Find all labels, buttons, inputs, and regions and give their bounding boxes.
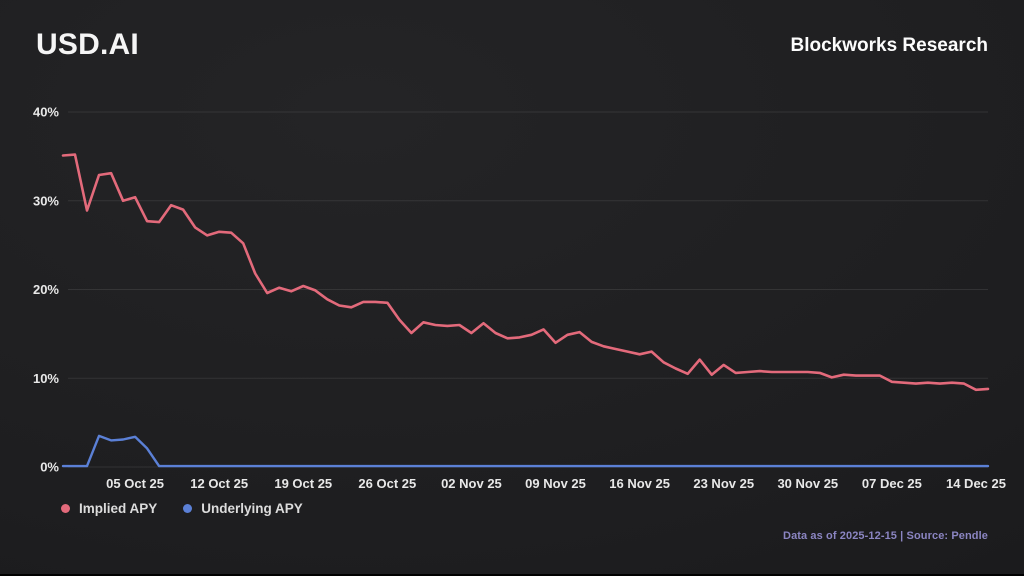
x-axis-tick-30-Nov-25: 30 Nov 25 <box>777 476 838 491</box>
page-title: USD.AI <box>36 28 139 61</box>
x-axis-tick-23-Nov-25: 23 Nov 25 <box>693 476 754 491</box>
x-axis-tick-09-Nov-25: 09 Nov 25 <box>525 476 586 491</box>
underlying-apy-line <box>61 434 990 468</box>
x-axis-tick-07-Dec-25: 07 Dec 25 <box>862 476 922 491</box>
x-axis-tick-05-Oct-25: 05 Oct 25 <box>106 476 164 491</box>
header: USD.AI Blockworks Research <box>0 0 1024 70</box>
y-axis-tick-20%: 20% <box>33 282 59 297</box>
underlying-apy-dot-icon <box>183 504 193 513</box>
y-axis-tick-30%: 30% <box>33 193 59 208</box>
chart-legend: Implied APY Underlying APY <box>61 501 303 516</box>
x-axis-tick-16-Nov-25: 16 Nov 25 <box>609 476 670 491</box>
data-source-note: Data as of 2025-12-15 | Source: Pendle <box>783 530 988 542</box>
implied-apy-line <box>61 153 990 392</box>
legend-label-implied-apy: Implied APY <box>79 501 158 516</box>
y-axis-tick-0%: 0% <box>40 460 59 475</box>
y-axis-tick-10%: 10% <box>33 371 59 386</box>
legend-item-underlying-apy: Underlying APY <box>183 501 303 516</box>
x-axis-tick-02-Nov-25: 02 Nov 25 <box>441 476 502 491</box>
y-axis-tick-40%: 40% <box>33 105 59 120</box>
x-axis-tick-12-Oct-25: 12 Oct 25 <box>190 476 248 491</box>
x-axis-tick-26-Oct-25: 26 Oct 25 <box>358 476 416 491</box>
x-axis-tick-14-Dec-25: 14 Dec 25 <box>946 476 1006 491</box>
legend-label-underlying-apy: Underlying APY <box>201 501 303 516</box>
x-axis-tick-19-Oct-25: 19 Oct 25 <box>274 476 332 491</box>
implied-apy-dot-icon <box>61 504 70 513</box>
brand-name: Blockworks Research <box>790 35 989 56</box>
legend-item-implied-apy: Implied APY <box>61 501 157 516</box>
